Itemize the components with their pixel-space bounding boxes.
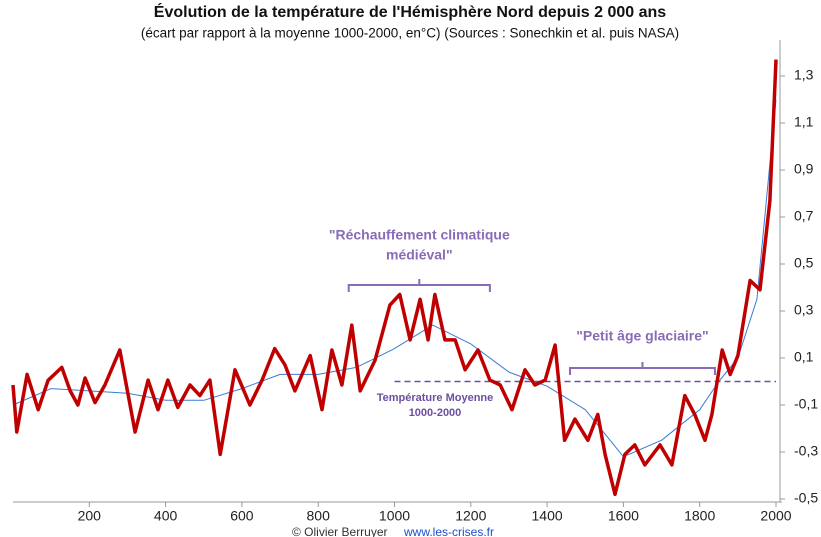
x-tick-label: 1000 bbox=[379, 508, 410, 524]
y-tick-label: 0,9 bbox=[794, 161, 814, 177]
x-tick-label: 400 bbox=[154, 508, 178, 524]
chart-title: Évolution de la température de l'Hémisph… bbox=[154, 2, 667, 21]
footer-link: www.les-crises.fr bbox=[403, 525, 494, 537]
y-tick-label: 0,1 bbox=[794, 349, 814, 365]
x-tick-label: 1800 bbox=[684, 508, 715, 524]
x-tick-label: 1400 bbox=[532, 508, 563, 524]
bracket bbox=[347, 279, 491, 292]
x-tick-label: 2000 bbox=[760, 508, 791, 524]
reference-label: Température Moyenne bbox=[377, 392, 494, 404]
x-tick-label: 1600 bbox=[608, 508, 639, 524]
series-line bbox=[11, 59, 778, 497]
y-tick-label: -0,3 bbox=[794, 443, 818, 459]
reference-label: 1000-2000 bbox=[409, 407, 462, 419]
y-tick-label: 1,3 bbox=[794, 67, 814, 83]
y-tick-label: 1,1 bbox=[794, 114, 814, 130]
annotation: "Réchauffement climatique bbox=[329, 227, 510, 243]
x-tick-label: 600 bbox=[230, 508, 254, 524]
x-tick-label: 1200 bbox=[455, 508, 486, 524]
chart-subtitle: (écart par rapport à la moyenne 1000-200… bbox=[141, 26, 679, 41]
y-tick-label: -0,1 bbox=[794, 396, 818, 412]
annotation: médiéval" bbox=[386, 247, 453, 263]
annotation: "Petit âge glaciaire" bbox=[576, 328, 708, 344]
y-tick-label: 0,3 bbox=[794, 302, 814, 318]
x-tick-label: 800 bbox=[307, 508, 331, 524]
y-tick-label: -0,5 bbox=[794, 490, 818, 506]
footer: © Olivier Berruyer bbox=[292, 525, 388, 537]
x-tick-label: 200 bbox=[78, 508, 102, 524]
y-tick-label: 0,5 bbox=[794, 255, 814, 271]
y-tick-label: 0,7 bbox=[794, 208, 814, 224]
bracket bbox=[568, 362, 716, 375]
